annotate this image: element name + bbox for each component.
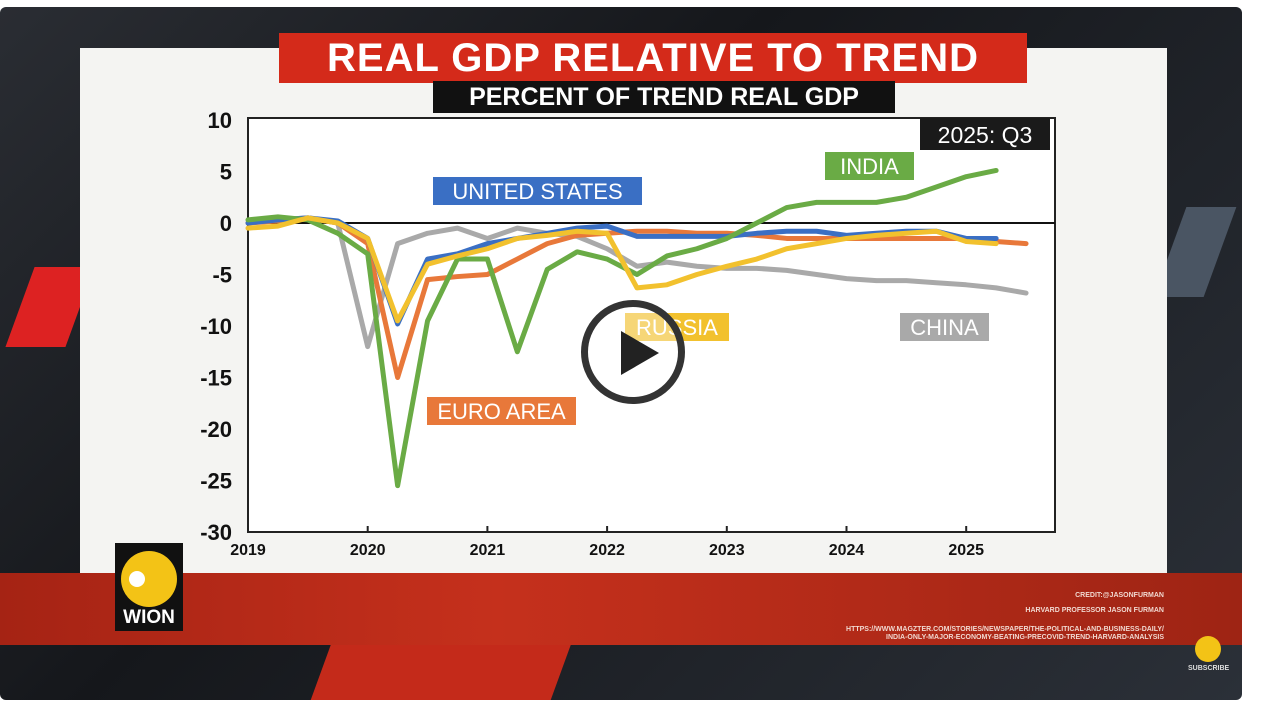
y-tick-label: -15: [200, 366, 232, 391]
date-badge-bg: [920, 118, 1050, 150]
y-tick-label: 0: [220, 211, 232, 236]
x-tick-label: 2023: [709, 542, 745, 559]
x-tick-label: 2019: [230, 542, 266, 559]
legend-label-bg: [427, 397, 576, 425]
play-button[interactable]: [581, 300, 685, 404]
y-tick-label: -30: [200, 520, 232, 545]
wion-logo-text: WION: [123, 607, 175, 628]
legend-label-india: INDIA: [840, 154, 899, 179]
x-tick-label: 2024: [829, 542, 865, 559]
series-line-euro-area: [245, 215, 1029, 380]
legend-label-bg: [825, 152, 914, 180]
credit-text: CREDIT:@JASONFURMAN: [1075, 592, 1164, 599]
series-line-india: [245, 167, 999, 489]
legend-label-bg: [900, 313, 989, 341]
subscribe-logo-icon: [1195, 636, 1221, 662]
x-tick-label: 2025: [948, 542, 984, 559]
credit-url: INDIA-ONLY-MAJOR-ECONOMY-BEATING-PRECOVI…: [886, 634, 1164, 641]
subscribe-button[interactable]: SUBSCRIBE: [1188, 636, 1230, 672]
y-tick-label: -20: [200, 417, 232, 442]
y-tick-label: -5: [212, 263, 232, 288]
x-tick-label: 2020: [350, 542, 386, 559]
y-tick-label: 5: [220, 160, 232, 185]
x-tick-label: 2021: [470, 542, 506, 559]
credit-author: HARVARD PROFESSOR JASON FURMAN: [1025, 607, 1164, 614]
legend-label-united-states: UNITED STATES: [452, 179, 622, 204]
x-tick-label: 2022: [589, 542, 625, 559]
y-tick-label: -25: [200, 469, 232, 494]
wion-logo: WION: [115, 543, 183, 631]
legend-label-china: CHINA: [910, 315, 979, 340]
date-badge: 2025: Q3: [938, 122, 1033, 148]
y-tick-label: 10: [208, 108, 232, 133]
legend-label-bg: [433, 177, 642, 205]
credit-url: HTTPS://WWW.MAGZTER.COM/STORIES/NEWSPAPE…: [846, 626, 1164, 633]
chart-title: REAL GDP RELATIVE TO TREND: [279, 33, 1027, 83]
legend-label-euro-area: EURO AREA: [437, 399, 566, 424]
subscribe-label: SUBSCRIBE: [1188, 665, 1230, 672]
wion-logo-icon: [121, 551, 177, 607]
credits-band: CREDIT:@JASONFURMAN HARVARD PROFESSOR JA…: [0, 573, 1242, 645]
y-tick-label: -10: [200, 314, 232, 339]
chart-subtitle: PERCENT OF TREND REAL GDP: [433, 81, 895, 113]
series-line-russia: [245, 215, 999, 324]
